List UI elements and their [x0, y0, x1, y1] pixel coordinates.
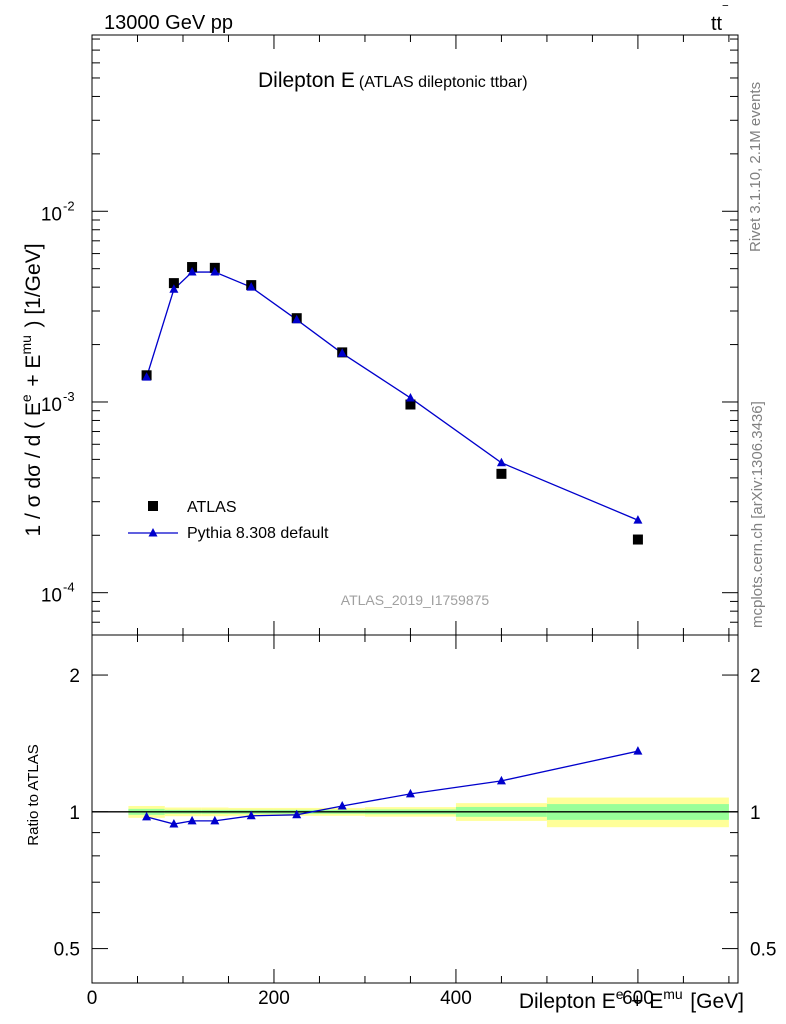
data-marks: [141, 262, 643, 828]
mc-ratio-point-6: [337, 800, 347, 810]
legend-pythia-label: Pythia 8.308 default: [187, 525, 329, 542]
ratio-tick-label-left-2: 2: [69, 666, 80, 687]
mc-point-8: [496, 457, 506, 467]
mc-point-7: [405, 392, 415, 402]
energy-label: 13000 GeV pp: [104, 12, 233, 34]
y-axis-label-box: [0, 0, 1, 1]
mc-ratio-curve: [146, 750, 639, 825]
ratio-tick-label-left-0: 0.5: [54, 940, 80, 961]
ratio-tick-label-right-2: 2: [750, 666, 761, 687]
mc-ratio-point-1: [169, 819, 179, 828]
x-tick-label-0: 0: [87, 988, 98, 1009]
process-label: tt: [711, 13, 723, 35]
mc-ratio-point-8: [496, 775, 506, 785]
chart-subtitle: (ATLAS dileptonic ttbar): [359, 74, 528, 91]
mc-point-4: [246, 282, 256, 291]
process-base: tt: [711, 13, 723, 35]
atlas-point-7: [405, 399, 416, 410]
atlas-point-9: [632, 534, 643, 545]
atlas-point-2: [187, 262, 198, 273]
ratio-tick-label-left-1: 1: [69, 803, 80, 824]
mc-ratio-point-7: [405, 788, 415, 798]
mc-point-9: [633, 515, 643, 524]
mc-ratio-point-4: [246, 810, 256, 820]
mc-point-6: [337, 348, 347, 357]
mc-ratio-point-9: [633, 746, 643, 755]
mc-ratio-point-2: [187, 815, 197, 825]
x-tick-label-1: 200: [258, 988, 290, 1009]
y-tick-label-2: 10: [41, 204, 62, 225]
atlas-point-1: [168, 278, 179, 289]
analysis-watermark: ATLAS_2019_I1759875: [341, 592, 490, 608]
chart-title: Dilepton E (ATLAS dileptonic ttbar): [258, 69, 528, 92]
site-label: mcplots.cern.ch [arXiv:1306.3436]: [749, 401, 766, 628]
mc-ratio-point-3: [210, 815, 220, 825]
y-tick-exp-1: -3: [63, 389, 75, 404]
x-tick-label-3: 600: [622, 988, 654, 1009]
rivet-label: Rivet 3.1.10, 2.1M events: [747, 82, 764, 252]
mc-ratio-point-5: [292, 809, 302, 819]
mc-line: [145, 271, 639, 825]
x-axis-label: Dilepton Ee + Emu [GeV]: [519, 986, 744, 1013]
chart-title-main: Dilepton E: [258, 69, 355, 92]
ratio-plot-frame: [91, 634, 739, 984]
atlas-point-8: [496, 468, 507, 479]
y-tick-label-1: 10: [41, 395, 62, 416]
y-tick-exp-0: -4: [63, 580, 75, 595]
mc-point-2: [187, 267, 197, 276]
ratio-y-axis-label: Ratio to ATLAS: [25, 744, 42, 845]
mc-ratio-point-0: [142, 811, 152, 821]
mc-point-1: [169, 284, 179, 293]
y-axis-label: 1 / σ dσ / d ( Ee + Emu ) [1/GeV]: [18, 243, 45, 536]
process-bar: ‾: [722, 3, 729, 19]
legend: ATLAS Pythia 8.308 default: [128, 499, 329, 542]
ratio-tick-label-right-1: 1: [750, 803, 761, 824]
y-tick-label-0: 10: [41, 586, 62, 607]
legend-atlas-label: ATLAS: [187, 499, 237, 516]
y-tick-exp-2: -2: [63, 198, 75, 213]
mc-main-curve: [145, 271, 639, 521]
main-plot-frame: [91, 34, 739, 636]
mc-point-0: [142, 372, 152, 381]
x-tick-label-2: 400: [440, 988, 472, 1009]
legend-atlas-marker: [148, 501, 158, 511]
ratio-tick-label-right-0: 0.5: [750, 940, 776, 961]
mc-point-5: [292, 314, 302, 324]
mc-point-3: [210, 267, 220, 276]
legend-pythia-marker: [148, 528, 158, 537]
